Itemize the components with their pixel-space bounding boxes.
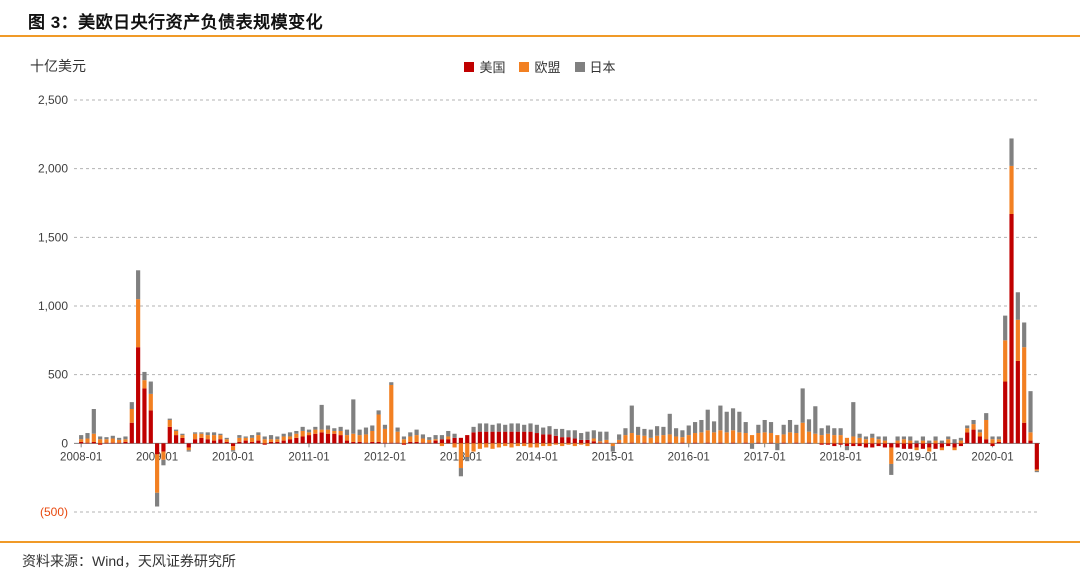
- svg-text:2,000: 2,000: [38, 162, 68, 176]
- chart-svg: 2,5002,0001,5001,0005000(500)2008-012009…: [38, 93, 1040, 519]
- source-text: 资料来源：Wind，天风证券研究所: [22, 553, 236, 569]
- legend: 美国 欧盟 日本: [0, 57, 1080, 76]
- legend-label-eu: 欧盟: [534, 60, 561, 75]
- svg-text:2012-01: 2012-01: [364, 451, 406, 463]
- svg-text:2018-01: 2018-01: [820, 451, 862, 463]
- stacked-bar-chart: 2,5002,0001,5001,0005000(500)2008-012009…: [0, 75, 1080, 541]
- svg-text:2016-01: 2016-01: [668, 451, 710, 463]
- svg-text:2011-01: 2011-01: [288, 451, 329, 463]
- title-divider: [0, 35, 1080, 37]
- svg-text:2008-01: 2008-01: [60, 451, 102, 463]
- svg-text:2,500: 2,500: [38, 93, 68, 107]
- legend-swatch-us: [464, 61, 475, 72]
- legend-swatch-eu: [519, 61, 530, 72]
- svg-text:500: 500: [48, 368, 68, 382]
- svg-text:2015-01: 2015-01: [592, 451, 634, 463]
- legend-label-jp: 日本: [589, 60, 616, 75]
- svg-text:2017-01: 2017-01: [744, 451, 786, 463]
- svg-text:2014-01: 2014-01: [516, 451, 558, 463]
- legend-item-eu: 欧盟: [519, 57, 561, 76]
- legend-item-jp: 日本: [574, 57, 616, 76]
- svg-text:1,500: 1,500: [38, 230, 68, 244]
- y-axis-unit-label: 十亿美元: [30, 58, 86, 74]
- legend-label-us: 美国: [479, 60, 506, 75]
- svg-text:2020-01: 2020-01: [971, 451, 1013, 463]
- page-title: 图 3：美欧日央行资产负债表规模变化: [28, 13, 324, 32]
- svg-text:0: 0: [61, 436, 68, 450]
- footer-divider: [0, 541, 1080, 543]
- svg-text:2010-01: 2010-01: [212, 451, 254, 463]
- legend-item-us: 美国: [464, 57, 505, 76]
- svg-text:2019-01: 2019-01: [895, 451, 937, 463]
- svg-text:1,000: 1,000: [38, 299, 68, 313]
- svg-text:(500): (500): [40, 505, 68, 519]
- legend-swatch-jp: [574, 61, 585, 72]
